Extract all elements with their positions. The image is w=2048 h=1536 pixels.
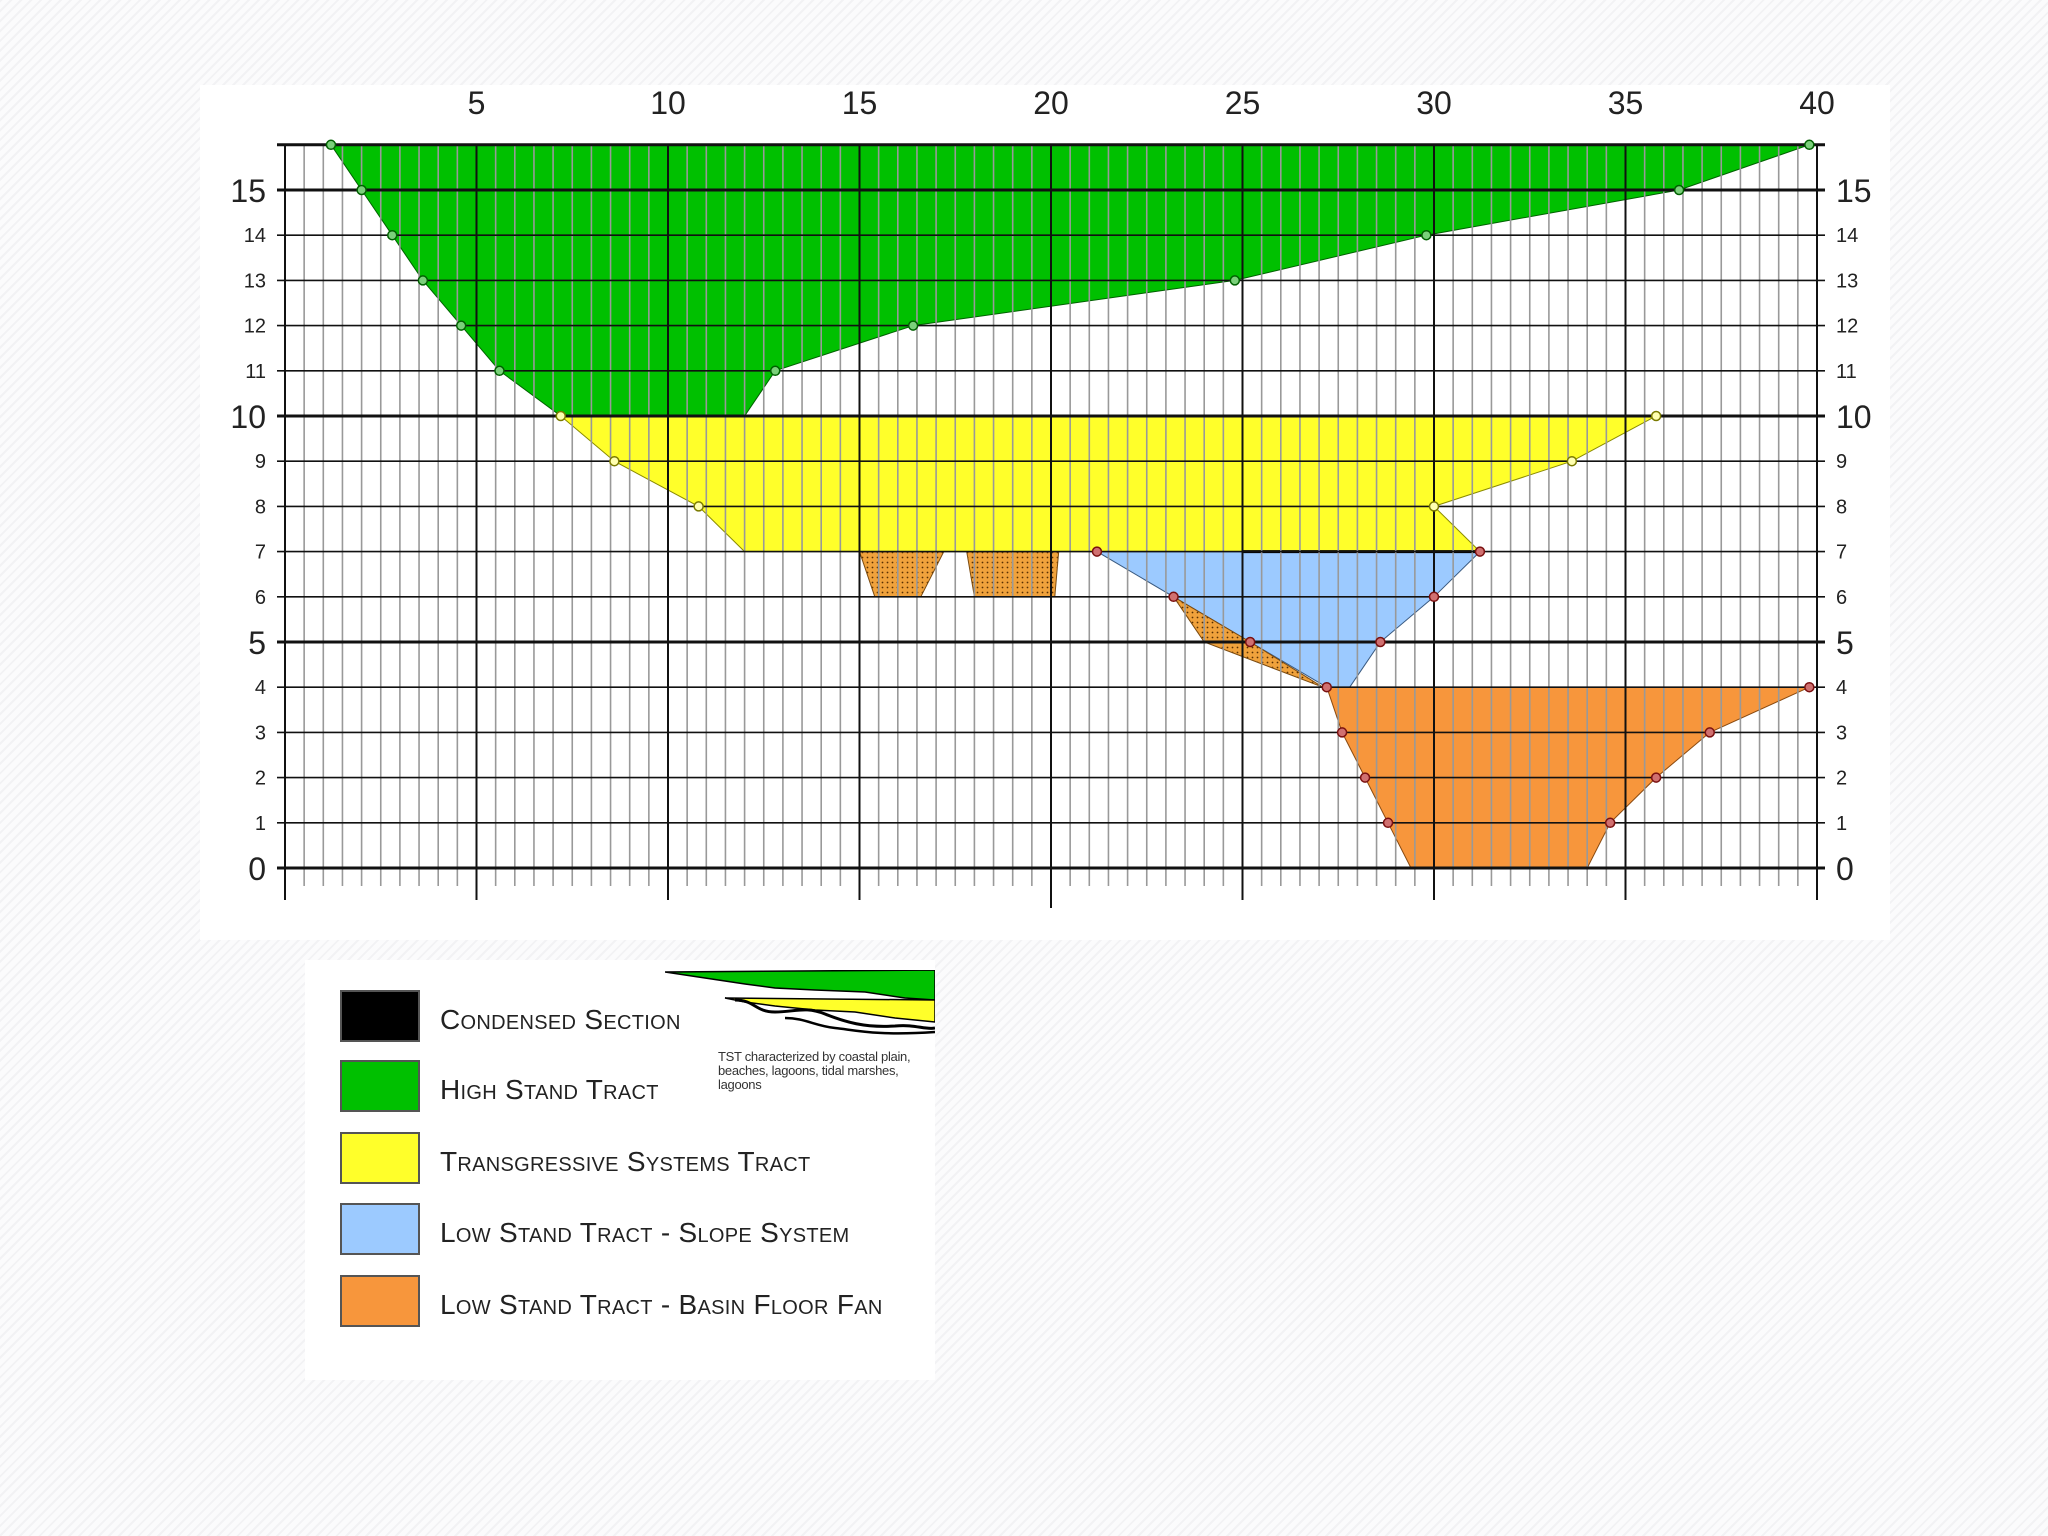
legend: Condensed Section High Stand Tract Trans… — [305, 960, 935, 1380]
tst-vertex-marker — [1428, 501, 1440, 512]
hst-vertex-marker — [1804, 139, 1815, 151]
y-tick-label-left: 13 — [244, 270, 266, 292]
y-tick-label-right: 6 — [1836, 587, 1847, 609]
y-tick-label-left: 9 — [255, 451, 266, 473]
hst-vertex-marker — [1421, 229, 1432, 241]
legend-swatch — [340, 1060, 420, 1112]
legend-swatch — [340, 1203, 420, 1255]
y-tick-label-right: 11 — [1836, 361, 1857, 383]
legend-label: Transgressive Systems Tract — [440, 1146, 811, 1177]
lst-vertex-marker — [1375, 636, 1386, 648]
lst-vertex-marker — [1168, 591, 1179, 603]
y-tick-label-right: 3 — [1836, 722, 1847, 744]
y-tick-label-right: 9 — [1836, 451, 1847, 473]
tst-vertex-marker — [1566, 455, 1578, 467]
lst-vertex-marker — [1804, 681, 1815, 693]
y-tick-label-right: 0 — [1836, 851, 1854, 887]
hst-vertex-marker — [1229, 275, 1241, 286]
sand-lens-1 — [858, 551, 945, 598]
x-tick-label: 5 — [468, 85, 486, 121]
hst-vertex-marker — [1673, 184, 1685, 196]
x-tick-label: 25 — [1225, 85, 1261, 121]
lst-vertex-marker — [1382, 817, 1394, 829]
x-tick-label: 15 — [842, 85, 878, 121]
y-tick-label-left: 11 — [245, 361, 266, 383]
lst-vertex-marker — [1604, 817, 1616, 829]
y-tick-label-right: 13 — [1836, 270, 1858, 292]
x-tick-label: 35 — [1608, 85, 1644, 121]
legend-label: Low Stand Tract - Basin Floor Fan — [440, 1289, 883, 1320]
hst-vertex-marker — [769, 365, 781, 377]
y-tick-label-right: 12 — [1836, 316, 1858, 338]
hst-vertex-marker — [386, 229, 398, 241]
hst-vertex-marker — [907, 320, 919, 331]
y-tick-label-left: 6 — [255, 587, 266, 609]
tst-vertex-marker — [1650, 410, 1662, 422]
y-tick-label-right: 14 — [1836, 225, 1858, 247]
y-tick-label-left: 8 — [255, 496, 266, 518]
tst-vertex-marker — [609, 455, 620, 467]
lst-vertex-marker — [1359, 772, 1371, 783]
legend-label: Low Stand Tract - Slope System — [440, 1217, 850, 1248]
lst-vertex-marker — [1321, 681, 1333, 693]
hst-vertex-marker — [455, 320, 467, 331]
tst-vertex-marker — [555, 410, 567, 422]
y-tick-label-left: 0 — [248, 851, 266, 887]
y-tick-label-right: 4 — [1836, 677, 1847, 699]
lst-vertex-marker — [1091, 546, 1103, 557]
y-tick-label-left: 1 — [255, 813, 266, 835]
y-tick-label-right: 1 — [1836, 813, 1847, 835]
y-tick-label-right: 15 — [1836, 173, 1872, 209]
hst-vertex-marker — [494, 365, 505, 377]
legend-label: High Stand Tract — [440, 1074, 659, 1105]
lst-vertex-marker — [1650, 772, 1662, 783]
legend-swatch — [340, 990, 420, 1042]
hst-vertex-marker — [356, 184, 367, 196]
inset-thumbnail — [665, 970, 935, 1035]
y-tick-label-left: 3 — [255, 722, 266, 744]
y-tick-label-left: 5 — [248, 625, 266, 661]
x-tick-label: 40 — [1799, 85, 1835, 121]
y-tick-label-left: 2 — [255, 768, 266, 790]
y-tick-label-left: 12 — [244, 316, 266, 338]
y-tick-label-left: 14 — [244, 225, 266, 247]
y-tick-label-right: 10 — [1836, 399, 1872, 435]
y-tick-label-left: 4 — [255, 677, 266, 699]
y-tick-label-left: 10 — [230, 399, 266, 435]
y-tick-label-right: 7 — [1836, 542, 1847, 564]
x-tick-label: 10 — [650, 85, 686, 121]
lst-vertex-marker — [1336, 727, 1348, 738]
y-tick-label-right: 2 — [1836, 768, 1847, 790]
y-tick-label-right: 8 — [1836, 496, 1847, 518]
inset-caption: TST characterized by coastal plain, beac… — [718, 1050, 911, 1092]
x-tick-label: 20 — [1033, 85, 1069, 121]
tst-vertex-marker — [693, 501, 704, 512]
legend-swatch — [340, 1275, 420, 1327]
x-tick-label: 30 — [1416, 85, 1452, 121]
lst-vertex-marker — [1428, 591, 1440, 603]
lst-vertex-marker — [1244, 636, 1256, 648]
hst-vertex-marker — [417, 275, 429, 286]
hst-vertex-marker — [325, 139, 337, 151]
lst-vertex-marker — [1474, 546, 1486, 557]
lst-vertex-marker — [1704, 727, 1716, 738]
y-tick-label-left: 7 — [255, 542, 266, 564]
y-tick-label-right: 5 — [1836, 625, 1854, 661]
y-tick-label-left: 15 — [230, 173, 266, 209]
legend-label: Condensed Section — [440, 1004, 681, 1035]
legend-swatch — [340, 1132, 420, 1184]
